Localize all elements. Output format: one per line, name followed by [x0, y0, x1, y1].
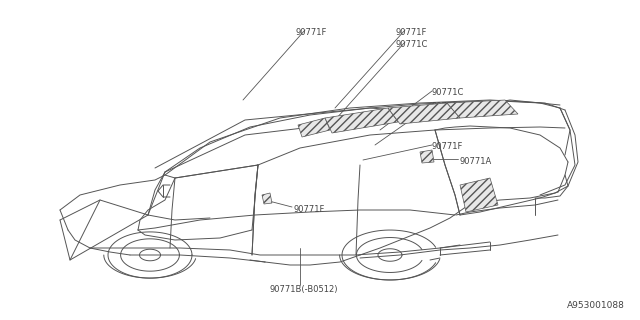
Text: 90771B(-B0512): 90771B(-B0512): [270, 285, 339, 294]
Text: 90771F: 90771F: [293, 205, 324, 214]
Text: 90771A: 90771A: [460, 157, 492, 166]
Polygon shape: [388, 103, 460, 124]
Text: 90771F: 90771F: [295, 28, 326, 37]
Polygon shape: [460, 178, 498, 212]
Polygon shape: [298, 118, 330, 137]
Text: 90771F: 90771F: [432, 142, 463, 151]
Text: 90771C: 90771C: [432, 88, 465, 97]
Text: 90771F: 90771F: [395, 28, 426, 37]
Polygon shape: [420, 150, 434, 163]
Text: 90771C: 90771C: [395, 40, 428, 49]
Text: A953001088: A953001088: [567, 301, 625, 310]
Polygon shape: [325, 108, 398, 133]
Polygon shape: [262, 193, 272, 204]
Text: 90771C: 90771C: [432, 102, 465, 111]
Polygon shape: [447, 100, 518, 118]
